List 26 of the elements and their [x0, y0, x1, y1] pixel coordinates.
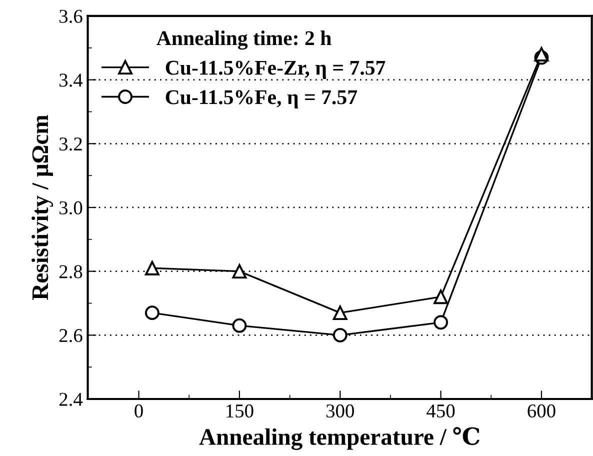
legend-label: Cu-11.5%Fe-Zr, η = 7.57 — [166, 60, 386, 80]
point — [232, 264, 247, 279]
y-tick-label: 2.8 — [59, 265, 82, 278]
y-tick-label: 3.6 — [60, 10, 82, 23]
x-tick-label: 300 — [326, 404, 354, 418]
point — [434, 290, 448, 304]
x-tick-label: 450 — [426, 404, 455, 418]
y-tick-label: 2.4 — [59, 392, 83, 406]
point — [534, 47, 549, 62]
y-tick-label: 3.2 — [60, 138, 82, 151]
x-tick-label: 0 — [134, 404, 143, 418]
x-tick-label: 150 — [226, 404, 254, 418]
legend-title: Annealing time: 2 h — [156, 30, 332, 50]
y-tick-label: 2.6 — [59, 329, 82, 342]
point — [144, 260, 160, 276]
x-axis-title: Annealing temperature / ℃ — [199, 427, 480, 450]
y-tick-label: 3.4 — [60, 74, 83, 87]
y-tick-label: 3.0 — [60, 201, 82, 215]
y-axis-title: Resistivity / μΩcm — [32, 115, 54, 300]
point — [232, 318, 247, 333]
point — [332, 306, 348, 320]
legend-label: Cu-11.5%Fe, η = 7.57 — [166, 90, 358, 108]
point — [144, 306, 160, 320]
x-tick-label: 600 — [528, 404, 556, 418]
point — [434, 315, 448, 330]
point — [332, 328, 348, 342]
